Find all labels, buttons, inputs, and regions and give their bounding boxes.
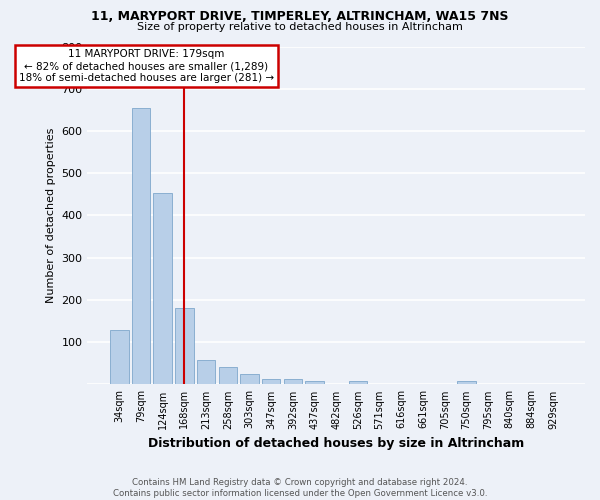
Bar (154, 194, 172, 384)
Bar (349, 381, 367, 384)
Text: Size of property relative to detached houses in Altrincham: Size of property relative to detached ho… (137, 22, 463, 32)
Bar (197, 360, 215, 384)
X-axis label: Distribution of detached houses by size in Altrincham: Distribution of detached houses by size … (148, 437, 524, 450)
Bar (175, 308, 194, 384)
Bar (110, 330, 128, 384)
Bar (305, 381, 324, 384)
Bar (132, 108, 150, 384)
Text: 11 MARYPORT DRIVE: 179sqm
← 82% of detached houses are smaller (1,289)
18% of se: 11 MARYPORT DRIVE: 179sqm ← 82% of detac… (19, 50, 274, 82)
Bar (262, 380, 280, 384)
Bar (284, 380, 302, 384)
Text: Contains HM Land Registry data © Crown copyright and database right 2024.
Contai: Contains HM Land Registry data © Crown c… (113, 478, 487, 498)
Y-axis label: Number of detached properties: Number of detached properties (46, 128, 56, 303)
Bar (457, 381, 476, 384)
Bar (218, 366, 237, 384)
Bar (240, 374, 259, 384)
Text: 11, MARYPORT DRIVE, TIMPERLEY, ALTRINCHAM, WA15 7NS: 11, MARYPORT DRIVE, TIMPERLEY, ALTRINCHA… (91, 10, 509, 23)
